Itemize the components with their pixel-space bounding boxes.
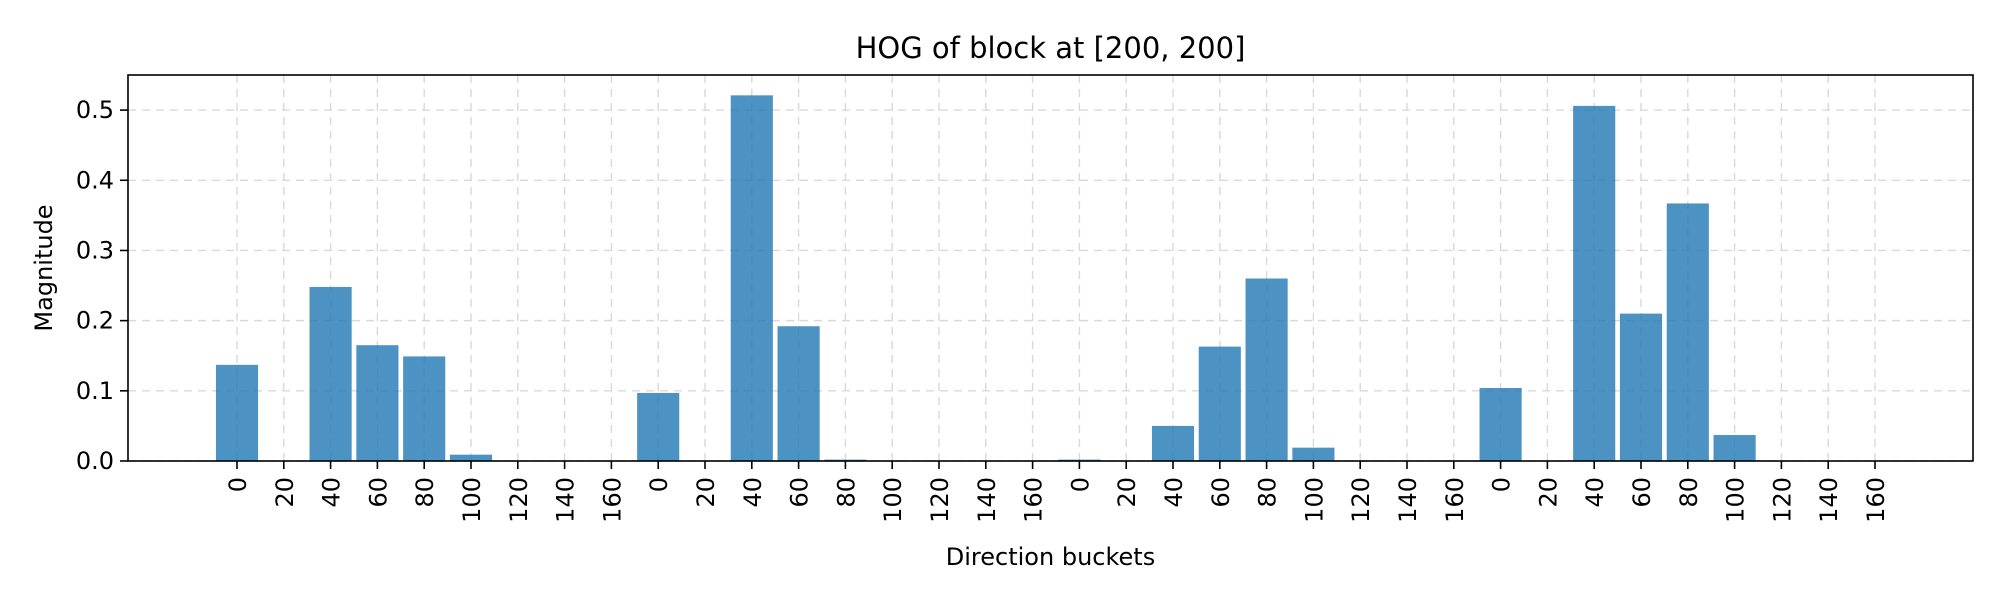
plot-frame [127, 74, 1974, 462]
x-tick-label-2: 40 [318, 477, 346, 508]
x-axis-label: Direction buckets [946, 543, 1155, 571]
bar-20 [1151, 425, 1195, 461]
x-tick-label-11: 40 [739, 477, 767, 508]
x-tick-label-33: 120 [1768, 477, 1796, 523]
y-tick-label-0: 0.0 [76, 447, 114, 475]
bar-3 [356, 345, 399, 461]
x-tick-label-3: 60 [364, 477, 392, 508]
chart-title: HOG of block at [200, 200] [856, 31, 1246, 65]
bar-31 [1666, 203, 1709, 461]
x-tick-label-7: 140 [552, 477, 580, 523]
x-tick-label-6: 120 [505, 477, 533, 523]
x-tick-label-10: 20 [692, 477, 720, 508]
bar-27 [1479, 388, 1522, 461]
x-tick-label-24: 120 [1347, 477, 1375, 523]
bar-22 [1245, 278, 1288, 461]
x-tick-label-34: 140 [1815, 477, 1843, 523]
bar-2 [309, 286, 352, 461]
bar-30 [1619, 313, 1663, 461]
y-tick-label-2: 0.2 [76, 307, 114, 335]
x-tick-label-0: 0 [224, 477, 252, 492]
bar-11 [730, 95, 773, 462]
bars [215, 95, 1756, 462]
x-tick-label-25: 140 [1394, 477, 1422, 523]
x-tick-label-9: 0 [645, 477, 673, 492]
x-tick-label-16: 140 [973, 477, 1001, 523]
x-tick-label-35: 160 [1862, 477, 1890, 523]
x-tick-label-5: 100 [458, 477, 486, 523]
bar-21 [1198, 346, 1241, 461]
y-tick-label-1: 0.1 [76, 377, 114, 405]
x-tick-label-4: 80 [411, 477, 439, 508]
x-tick-label-1: 20 [271, 477, 299, 508]
x-tick-label-26: 160 [1441, 477, 1469, 523]
bar-5 [449, 454, 493, 461]
bar-9 [637, 392, 680, 461]
x-tick-label-29: 40 [1581, 477, 1609, 508]
bar-32 [1713, 435, 1756, 461]
x-tick-label-13: 80 [832, 477, 860, 508]
x-tick-label-18: 0 [1066, 477, 1094, 492]
y-tick-label-3: 0.3 [76, 236, 114, 264]
bar-23 [1292, 447, 1335, 461]
x-tick-label-15: 120 [926, 477, 954, 523]
x-tick-label-28: 20 [1534, 477, 1562, 508]
bar-12 [777, 326, 820, 461]
y-axis-ticks: 0.0 0.1 0.2 0.3 0.4 0.5 [76, 96, 128, 475]
bar-29 [1573, 105, 1616, 461]
x-tick-label-30: 60 [1628, 477, 1656, 508]
x-axis-ticks: 0 20 40 60 80 100 120 140 160 0 20 40 60 80 100 120 140 1… [224, 461, 1890, 523]
bar-4 [403, 356, 446, 461]
x-tick-label-14: 100 [879, 477, 907, 523]
x-tick-label-23: 100 [1300, 477, 1328, 523]
x-tick-label-8: 160 [598, 477, 626, 523]
bar-0 [215, 364, 259, 461]
x-tick-label-17: 160 [1020, 477, 1048, 523]
y-tick-label-5: 0.5 [76, 96, 114, 124]
x-tick-label-22: 80 [1254, 477, 1282, 508]
x-tick-label-19: 20 [1113, 477, 1141, 508]
x-tick-label-20: 40 [1160, 477, 1188, 508]
y-axis-label: Magnitude [30, 204, 58, 331]
x-tick-label-27: 0 [1488, 477, 1516, 492]
x-tick-label-31: 80 [1675, 477, 1703, 508]
x-tick-label-12: 60 [786, 477, 814, 508]
x-tick-label-21: 60 [1207, 477, 1235, 508]
y-tick-label-4: 0.4 [76, 166, 114, 194]
x-tick-label-32: 100 [1722, 477, 1750, 523]
